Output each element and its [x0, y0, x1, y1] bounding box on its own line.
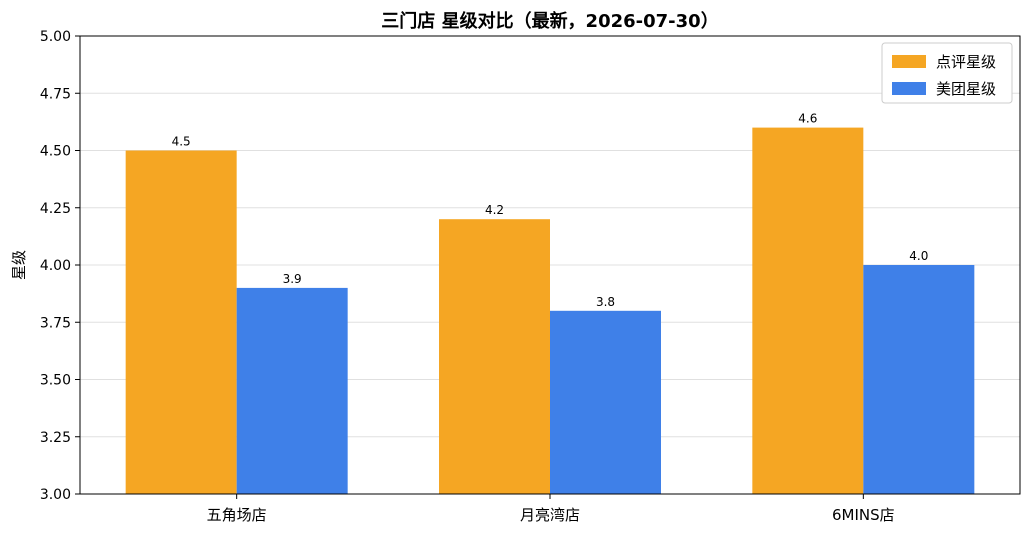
- bar-value-label: 3.8: [596, 295, 615, 309]
- x-tick-label: 月亮湾店: [520, 506, 580, 524]
- y-axis-label: 星级: [10, 250, 28, 280]
- chart-title: 三门店 星级对比（最新，2026-07-30）: [381, 10, 718, 32]
- legend-swatch-meituan: [892, 82, 926, 95]
- x-tick-label: 五角场店: [207, 506, 267, 524]
- bar: [236, 287, 348, 494]
- bar-value-label: 4.2: [485, 203, 504, 217]
- y-tick-label: 4.75: [40, 86, 71, 102]
- bars: [125, 127, 975, 494]
- bar: [550, 310, 661, 494]
- legend-label-dianping: 点评星级: [936, 53, 996, 71]
- bar-value-label: 4.0: [909, 249, 928, 263]
- legend-swatch-dianping: [892, 55, 926, 68]
- bar: [439, 219, 550, 494]
- bar-value-label: 4.5: [172, 135, 191, 149]
- bar: [125, 150, 237, 494]
- y-tick-label: 3.25: [40, 430, 71, 446]
- y-tick-label: 4.25: [40, 201, 71, 217]
- y-axis-ticks: 3.00 3.25 3.50 3.75 4.00 4.25 4.50 4.75 5.00: [40, 29, 80, 503]
- y-tick-label: 5.00: [40, 29, 71, 45]
- x-axis-ticks: 五角场店 月亮湾店 6MINS店: [207, 494, 895, 524]
- data-labels: 4.5 3.9 4.2 3.8 4.6 4.0: [172, 112, 929, 309]
- bar: [752, 127, 864, 494]
- x-tick-label: 6MINS店: [832, 506, 895, 524]
- y-tick-label: 4.00: [40, 258, 71, 274]
- legend: 点评星级 美团星级: [881, 42, 1013, 104]
- bar: [863, 265, 975, 494]
- y-tick-label: 3.50: [40, 373, 71, 389]
- bar-value-label: 4.6: [798, 112, 817, 126]
- y-tick-label: 4.50: [40, 144, 71, 160]
- legend-label-meituan: 美团星级: [936, 80, 996, 98]
- y-tick-label: 3.00: [40, 487, 71, 503]
- bar-value-label: 3.9: [283, 272, 302, 286]
- y-tick-label: 3.75: [40, 315, 71, 331]
